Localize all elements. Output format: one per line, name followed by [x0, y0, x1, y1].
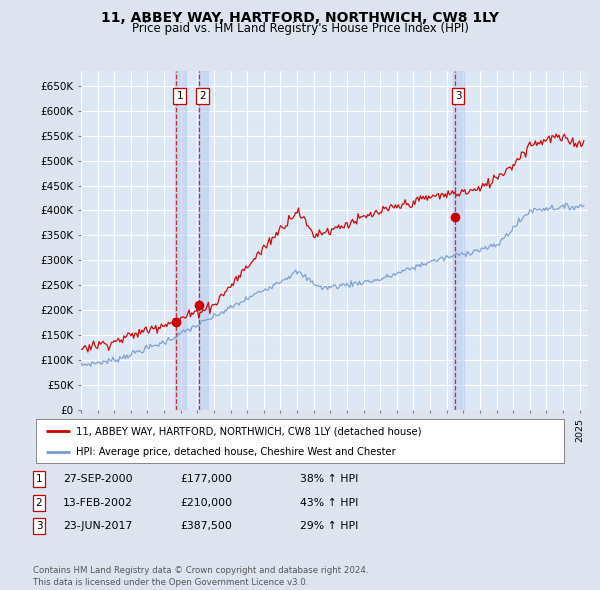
- Text: 3: 3: [35, 522, 43, 531]
- Text: 1: 1: [176, 91, 183, 101]
- Text: £177,000: £177,000: [180, 474, 232, 484]
- Text: 3: 3: [455, 91, 461, 101]
- Text: Contains HM Land Registry data © Crown copyright and database right 2024.
This d: Contains HM Land Registry data © Crown c…: [33, 566, 368, 587]
- Text: 27-SEP-2000: 27-SEP-2000: [63, 474, 133, 484]
- Text: 43% ↑ HPI: 43% ↑ HPI: [300, 498, 358, 507]
- Text: £210,000: £210,000: [180, 498, 232, 507]
- Text: HPI: Average price, detached house, Cheshire West and Chester: HPI: Average price, detached house, Ches…: [76, 447, 395, 457]
- Text: 1: 1: [35, 474, 43, 484]
- Text: Price paid vs. HM Land Registry's House Price Index (HPI): Price paid vs. HM Land Registry's House …: [131, 22, 469, 35]
- Text: 2: 2: [199, 91, 206, 101]
- Text: 29% ↑ HPI: 29% ↑ HPI: [300, 522, 358, 531]
- Text: 13-FEB-2002: 13-FEB-2002: [63, 498, 133, 507]
- Text: 11, ABBEY WAY, HARTFORD, NORTHWICH, CW8 1LY: 11, ABBEY WAY, HARTFORD, NORTHWICH, CW8 …: [101, 11, 499, 25]
- Text: 11, ABBEY WAY, HARTFORD, NORTHWICH, CW8 1LY (detached house): 11, ABBEY WAY, HARTFORD, NORTHWICH, CW8 …: [76, 427, 421, 436]
- Bar: [175, 71, 185, 410]
- Text: £387,500: £387,500: [180, 522, 232, 531]
- Text: 2: 2: [35, 498, 43, 507]
- Text: 23-JUN-2017: 23-JUN-2017: [63, 522, 132, 531]
- Bar: [454, 71, 464, 410]
- Bar: [198, 71, 208, 410]
- Text: 38% ↑ HPI: 38% ↑ HPI: [300, 474, 358, 484]
